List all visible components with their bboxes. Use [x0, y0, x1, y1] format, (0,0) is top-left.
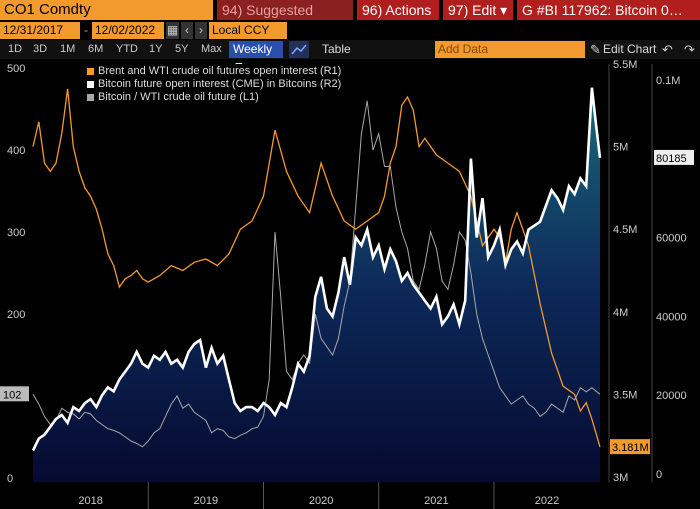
legend-swatch-grey [87, 94, 94, 101]
end-date-input[interactable]: 12/02/2022 [92, 22, 164, 39]
right2-last-value-tag [654, 149, 694, 165]
chevron-left-icon[interactable]: ‹ [181, 22, 193, 39]
date-bar: 12/31/2017 - 12/02/2022 ▦ ‹ › Local CCY [0, 21, 700, 40]
range-1m[interactable]: 1M [60, 43, 76, 55]
bitcoin-oi-area [33, 87, 600, 482]
legend-swatch-white [87, 81, 94, 88]
chart-area[interactable]: 01002003004005003M3.5M4M4.5M5M5.5M020000… [0, 59, 700, 509]
redo-icon[interactable]: ↷ [684, 42, 695, 57]
start-date-input[interactable]: 12/31/2017 [0, 22, 80, 39]
legend-item-btc-wti-ratio: Bitcoin / WTI crude oil future (L1) [87, 91, 341, 104]
ticker-field[interactable]: CO1 Comdty [0, 0, 213, 20]
left-tick-label: 500 [7, 63, 25, 75]
x-tick-label: 2021 [424, 495, 448, 507]
chevron-right-icon[interactable]: › [195, 22, 207, 39]
left-last-value-tag [0, 386, 29, 402]
x-tick-label: 2022 [535, 495, 559, 507]
range-ytd[interactable]: YTD [116, 43, 138, 55]
suggested-charts-button[interactable]: 94) Suggested Charts [217, 0, 353, 38]
bitcoin-oi-line [31, 87, 602, 452]
title-bar: CO1 Comdty 94) Suggested Charts 96) Acti… [0, 0, 700, 38]
right2-last-value: 80185 [656, 153, 687, 165]
right2-tick-label: 0.1M [656, 75, 680, 87]
btc-wti-ratio-line [32, 100, 601, 448]
frequency-select[interactable]: Weekly ▼ [229, 41, 283, 73]
right1-last-value: 3.181M [612, 442, 649, 454]
legend-swatch-orange [87, 68, 94, 75]
currency-select[interactable]: Local CCY [209, 22, 287, 39]
range-1y[interactable]: 1Y [149, 43, 163, 55]
chart-legend: Brent and WTI crude oil futures open int… [87, 65, 341, 104]
right2-tick-label: 40000 [656, 311, 687, 323]
calendar-icon[interactable]: ▦ [166, 22, 179, 39]
legend-label: Brent and WTI crude oil futures open int… [98, 65, 342, 77]
range-5y[interactable]: 5Y [175, 43, 189, 55]
x-tick-label: 2020 [309, 495, 333, 507]
legend-label: Bitcoin / WTI crude oil future (L1) [98, 91, 259, 103]
table-button[interactable]: Table [322, 42, 351, 56]
range-3d[interactable]: 3D [33, 43, 48, 55]
actions-menu[interactable]: 96) Actions ▾ [357, 0, 439, 38]
pencil-icon[interactable]: ✎ [590, 42, 601, 57]
add-data-input[interactable]: Add Data [435, 41, 585, 58]
right1-tick-label: 4.5M [613, 224, 637, 236]
legend-item-bitcoin-oi: Bitcoin future open interest (CME) in Bi… [87, 78, 341, 91]
x-tick-label: 2019 [194, 495, 218, 507]
right2-tick-label: 60000 [656, 233, 687, 245]
date-separator: - [81, 22, 91, 39]
right2-tick-label: 20000 [656, 390, 687, 402]
right1-tick-label: 5.5M [613, 59, 637, 71]
legend-label: Bitcoin future open interest (CME) in Bi… [98, 78, 342, 90]
left-tick-label: 200 [7, 309, 25, 321]
undo-icon[interactable]: ↶ [662, 42, 673, 57]
legend-item-brent-wti: Brent and WTI crude oil futures open int… [87, 65, 341, 78]
edit-chart-button[interactable]: Edit Chart [603, 42, 657, 56]
range-bar: 1D 3D 1M 6M YTD 1Y 5Y Max Weekly ▼ Table… [0, 40, 700, 73]
range-max[interactable]: Max [201, 43, 222, 55]
right1-tick-label: 5M [613, 142, 628, 154]
right1-tick-label: 3.5M [613, 389, 637, 401]
left-tick-label: 300 [7, 227, 25, 239]
right1-tick-label: 4M [613, 307, 628, 319]
right2-tick-label: 0 [656, 469, 662, 481]
left-tick-label: 400 [7, 145, 25, 157]
left-tick-label: 0 [7, 473, 13, 485]
range-1d[interactable]: 1D [8, 43, 23, 55]
chart-title: G #BI 117962: Bitcoin 0… [517, 0, 700, 20]
line-chart-icon[interactable] [289, 41, 309, 58]
right1-tick-label: 3M [613, 472, 628, 484]
right1-last-value-tag [610, 439, 650, 455]
left-last-value: 102 [3, 389, 21, 401]
edit-menu[interactable]: 97) Edit ▾ [443, 0, 513, 20]
range-6m[interactable]: 6M [88, 43, 104, 55]
x-tick-label: 2018 [78, 495, 102, 507]
